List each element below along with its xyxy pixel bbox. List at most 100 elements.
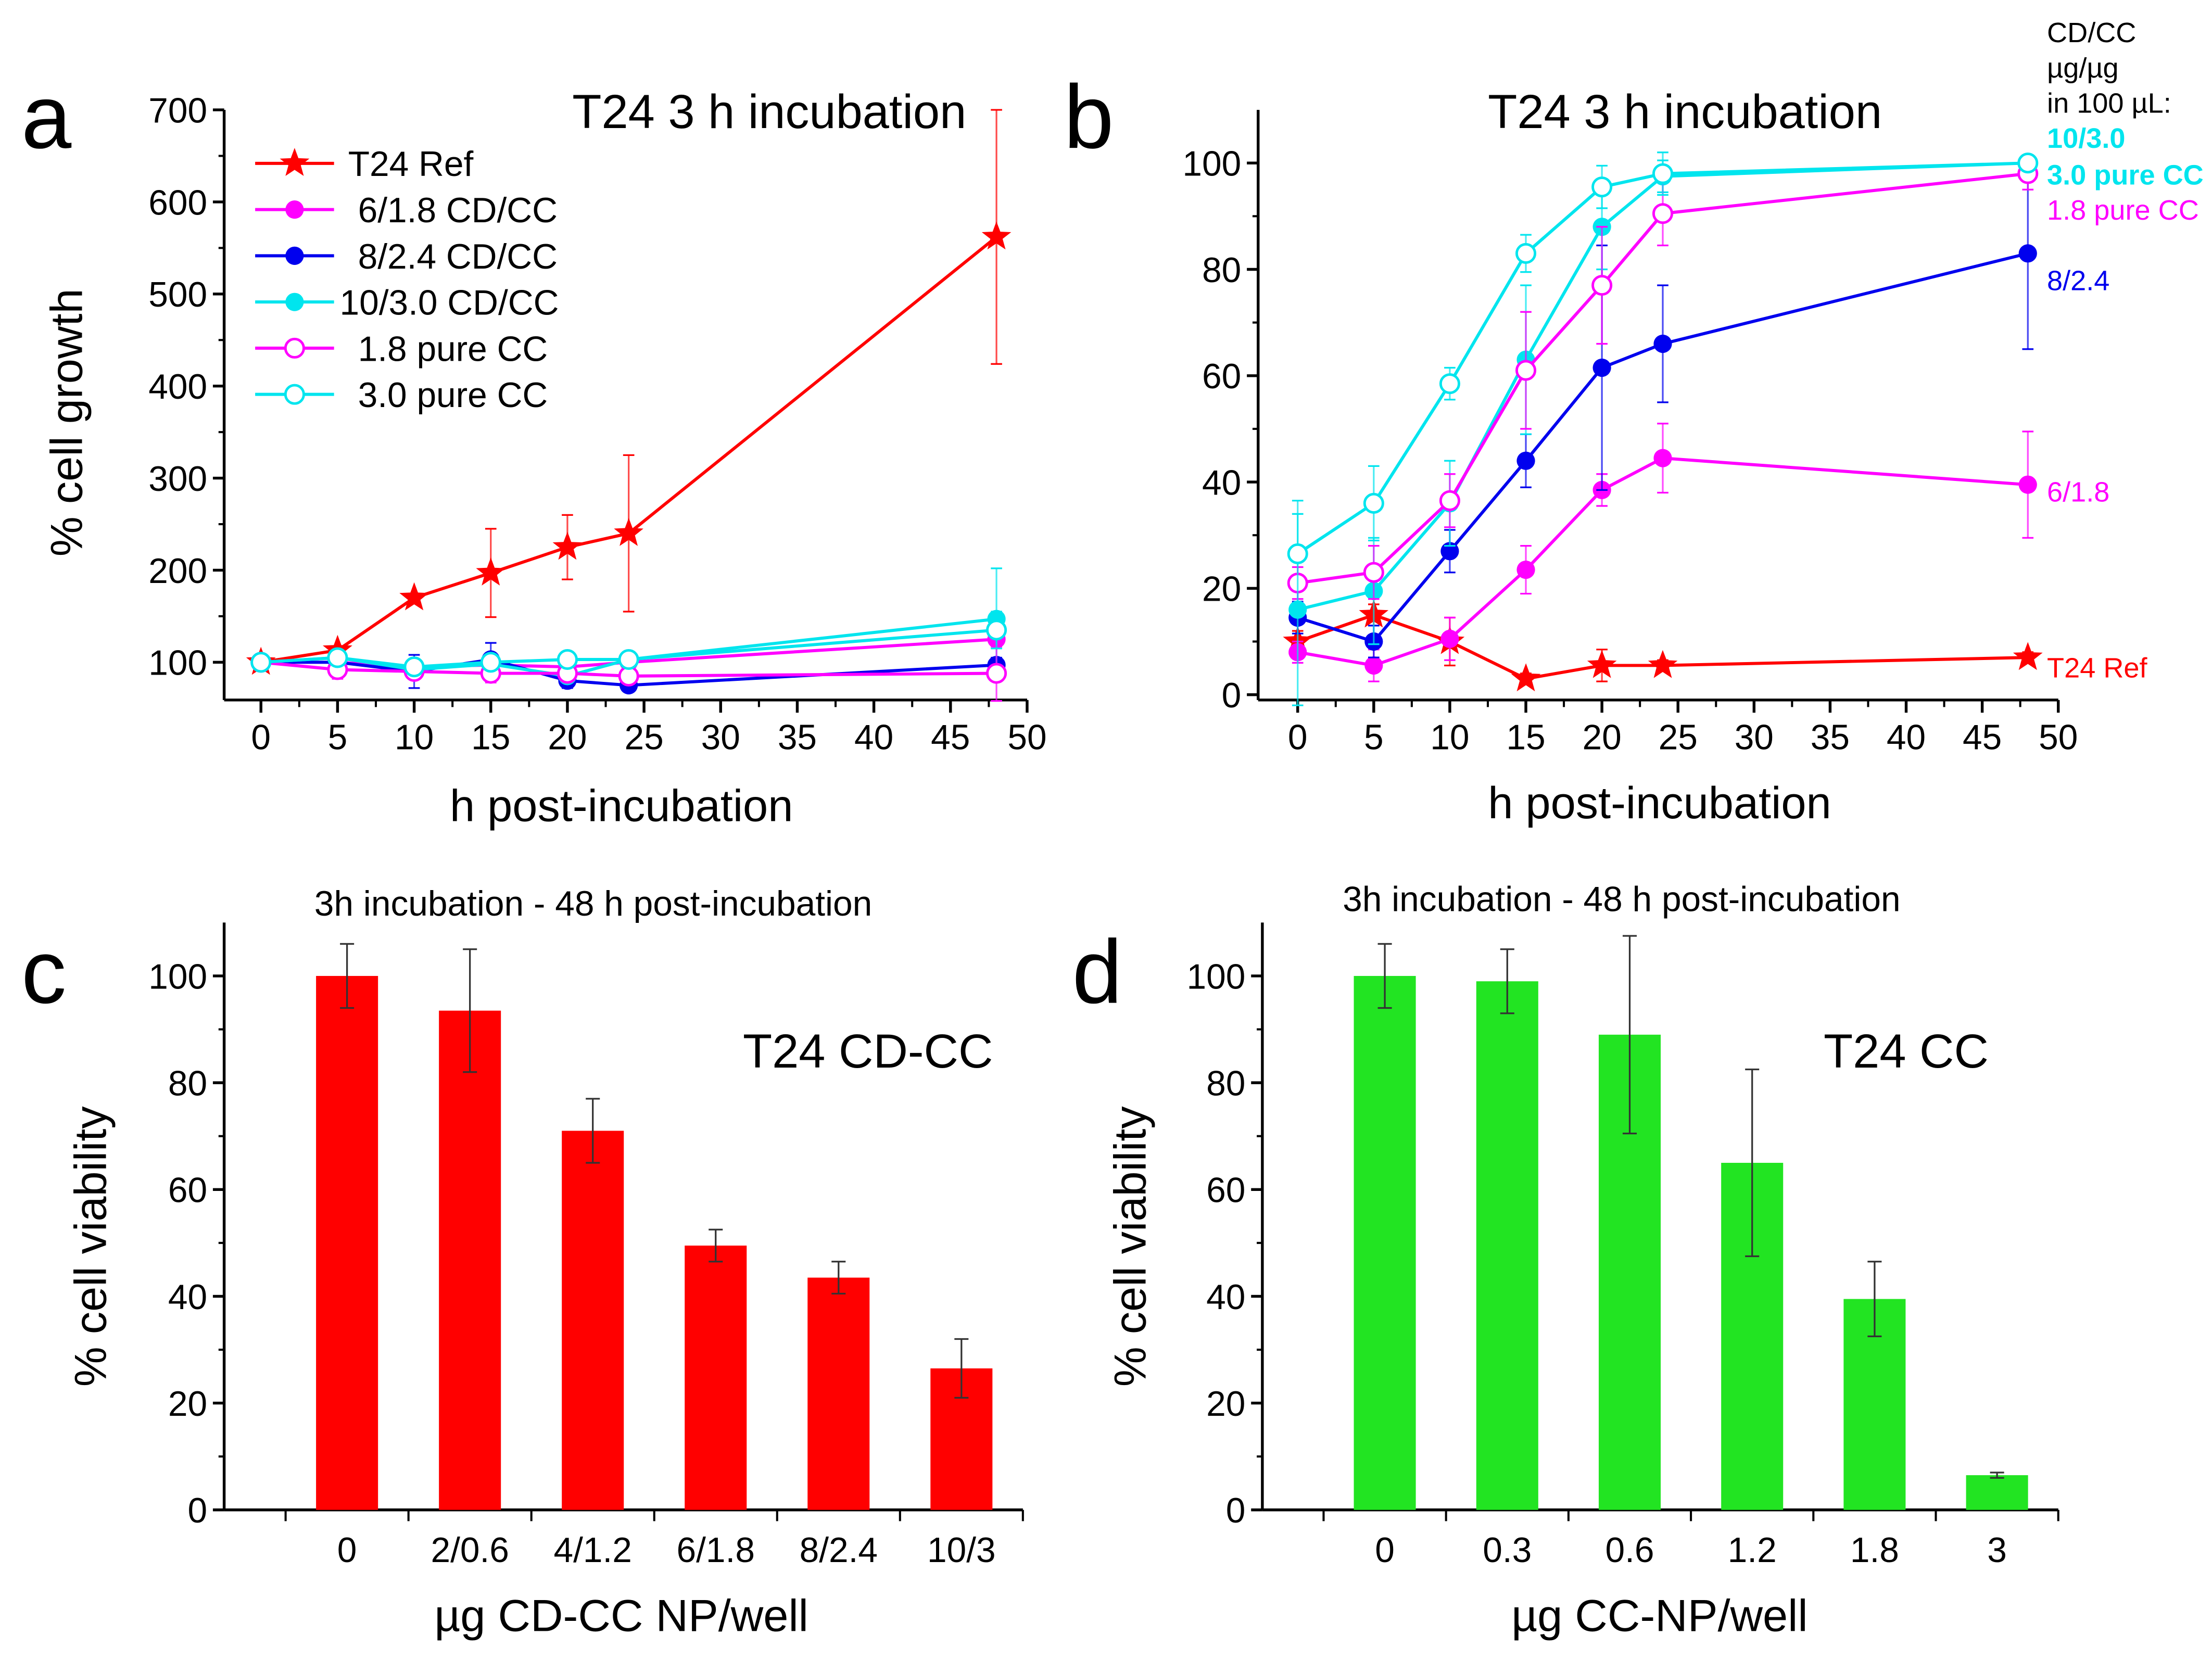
data-point-open <box>327 647 348 668</box>
y-tick-label: 60 <box>168 1171 207 1210</box>
data-point <box>1653 334 1672 353</box>
legend-header-3: in 100 µL: <box>2047 87 2171 119</box>
x-tick-label: 5 <box>1364 718 1384 757</box>
label-8-2-4: 8/2.4 <box>2047 265 2109 296</box>
data-point-star <box>399 582 429 611</box>
data-point-open <box>1287 543 1308 564</box>
data-point <box>1653 449 1672 467</box>
data-point <box>1516 561 1535 579</box>
label-6-1-8: 6/1.8 <box>2047 476 2109 508</box>
x-tick-label: 0 <box>1288 718 1308 757</box>
y-tick-label: 40 <box>168 1278 207 1317</box>
data-point-open <box>2017 153 2039 174</box>
x-tick-label: 0 <box>1375 1531 1395 1570</box>
data-point-open <box>250 652 272 673</box>
panel-a-title: T24 3 h incubation <box>572 85 966 138</box>
bar <box>1354 975 1416 1510</box>
data-point-open <box>403 656 425 678</box>
data-point-open <box>480 652 501 673</box>
x-tick-label: 45 <box>931 718 970 757</box>
data-point <box>1516 451 1535 470</box>
y-tick-label: 80 <box>1202 251 1241 290</box>
panel-a-ylabel: % cell growth <box>42 288 92 556</box>
x-tick-label: 50 <box>1007 718 1046 757</box>
data-point-open <box>1363 492 1384 514</box>
legend-marker <box>280 148 310 176</box>
x-tick-label: 10/3 <box>927 1531 996 1570</box>
x-tick-label: 20 <box>1582 718 1621 757</box>
panel-c-title: 3h incubation - 48 h post-incubation <box>314 884 872 923</box>
bar <box>562 1131 624 1510</box>
data-point-open <box>557 649 578 670</box>
x-tick-label: 1.8 <box>1850 1531 1899 1570</box>
bar <box>1476 981 1538 1510</box>
legend-marker <box>284 337 305 359</box>
x-tick-label: 10 <box>395 718 434 757</box>
legend-label: 10/3.0 CD/CC <box>339 284 559 323</box>
data-point-star <box>1648 650 1678 678</box>
y-tick-label: 20 <box>168 1385 207 1424</box>
x-tick-label: 50 <box>2039 718 2078 757</box>
data-point-star <box>614 517 643 546</box>
bar <box>685 1245 747 1510</box>
bar <box>439 1010 501 1510</box>
data-point-open <box>618 649 639 670</box>
data-point-star <box>552 531 583 560</box>
y-tick-label: 60 <box>1202 357 1241 396</box>
data-point-star <box>476 557 505 586</box>
x-tick-label: 15 <box>1506 718 1545 757</box>
data-point <box>2018 475 2037 494</box>
data-point-open <box>1515 360 1537 381</box>
y-tick-label: 80 <box>168 1064 207 1103</box>
x-tick-label: 30 <box>1735 718 1774 757</box>
data-point-open <box>986 663 1007 684</box>
y-tick-label: 400 <box>148 367 207 407</box>
panel-c-annotation: T24 CD-CC <box>743 1025 993 1078</box>
bar <box>316 975 378 1510</box>
panel-d: 0 20 40 60 80 100 0 0.3 0.6 1.2 1.8 3 <box>1187 922 2059 1570</box>
label-1-8-pure: 1.8 pure CC <box>2047 195 2199 226</box>
legend-label: T24 Ref <box>348 145 474 184</box>
panel-b-xlabel: h post-incubation <box>1488 778 1831 828</box>
panel-label-a: a <box>21 66 72 167</box>
y-tick-label: 0 <box>1226 1491 1246 1530</box>
legend-label: 8/2.4 CD/CC <box>358 237 558 276</box>
panel-b-title: T24 3 h incubation <box>1488 85 1882 138</box>
data-point-star <box>2013 642 2043 670</box>
y-tick-label: 40 <box>1202 463 1241 502</box>
panel-c: 0 20 40 60 80 100 0 2/0.6 4/1.2 6/1.8 8/2.4 10/3 <box>148 922 1024 1570</box>
panel-label-d: d <box>1072 921 1122 1022</box>
x-tick-label: 40 <box>854 718 893 757</box>
legend-label: 6/1.8 CD/CC <box>358 191 558 230</box>
x-tick-label: 25 <box>1659 718 1698 757</box>
x-tick-label: 15 <box>471 718 510 757</box>
y-tick-label: 200 <box>148 552 207 591</box>
legend-marker <box>285 200 304 219</box>
panel-label-c: c <box>21 921 67 1022</box>
panel-a-xlabel: h post-incubation <box>450 781 793 831</box>
x-tick-label: 0.3 <box>1483 1531 1532 1570</box>
label-3-pure: 3.0 pure CC <box>2047 159 2204 191</box>
panel-d-annotation: T24 CC <box>1824 1025 1989 1078</box>
data-point-open <box>1591 176 1613 198</box>
x-tick-label: 30 <box>701 718 740 757</box>
panel-d-title: 3h incubation - 48 h post-incubation <box>1343 880 1900 919</box>
x-tick-label: 25 <box>624 718 663 757</box>
data-point-open <box>1439 373 1460 395</box>
x-tick-label: 10 <box>1430 718 1469 757</box>
bar <box>807 1277 870 1510</box>
x-tick-label: 35 <box>778 718 817 757</box>
y-tick-label: 40 <box>1206 1278 1245 1317</box>
panel-c-xlabel: µg CD-CC NP/well <box>434 1591 808 1641</box>
data-point-open <box>1652 203 1674 224</box>
series-1-8-pure-cc <box>1287 157 2039 600</box>
panel-d-ylabel: % cell viability <box>1105 1106 1155 1387</box>
legend-header-1: CD/CC <box>2047 17 2136 48</box>
y-tick-label: 500 <box>148 275 207 314</box>
label-10-3: 10/3.0 <box>2047 123 2125 154</box>
x-tick-label: 40 <box>1887 718 1926 757</box>
y-tick-label: 300 <box>148 460 207 499</box>
y-tick-label: 100 <box>1187 957 1246 996</box>
bar <box>1966 1475 2028 1510</box>
x-tick-label: 1.2 <box>1728 1531 1777 1570</box>
